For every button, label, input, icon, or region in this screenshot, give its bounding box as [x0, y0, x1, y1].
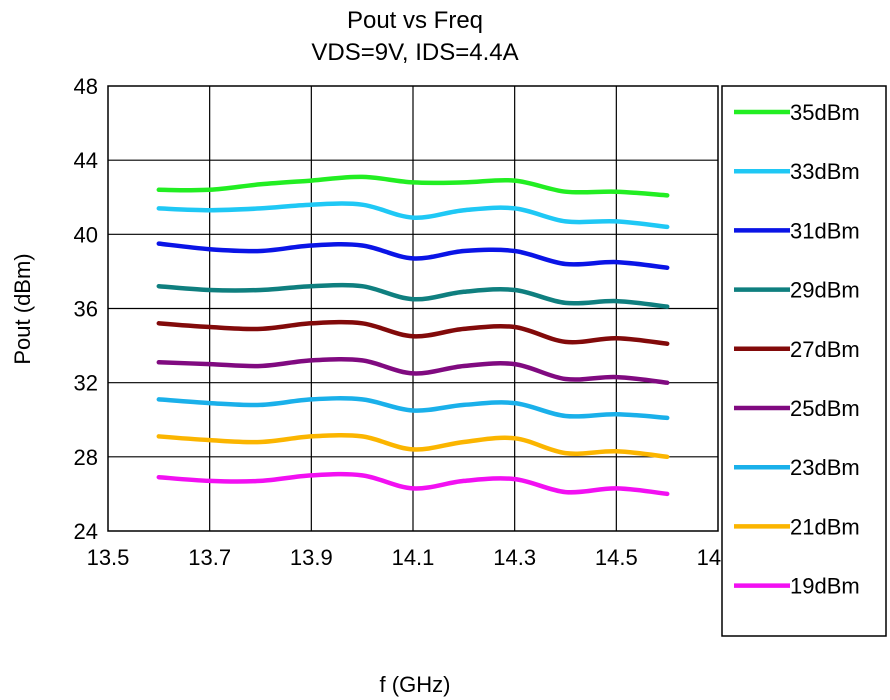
legend-label: 35dBm [790, 100, 860, 125]
y-tick-label: 32 [74, 371, 98, 396]
series-layer [156, 174, 670, 497]
legend-label: 23dBm [790, 455, 860, 480]
grid-lines [108, 86, 718, 531]
series-line-31dBm [156, 241, 670, 270]
plot-area-frame [107, 85, 719, 532]
legend-label: 21dBm [790, 514, 860, 539]
legend-label: 19dBm [790, 574, 860, 599]
legend-label: 25dBm [790, 396, 860, 421]
legend-label: 31dBm [790, 218, 860, 243]
series-line-29dBm [156, 282, 670, 309]
x-tick-label: 13.5 [87, 545, 130, 570]
y-axis-ticks: 24 28 32 36 40 44 48 [74, 74, 98, 544]
y-axis-label: Pout (dBm) [10, 253, 35, 364]
chart-subtitle: VDS=9V, IDS=4.4A [311, 39, 518, 66]
x-tick-label: 14.3 [493, 545, 536, 570]
series-line-25dBm [156, 356, 670, 385]
y-tick-label: 24 [74, 519, 98, 544]
x-axis-label: f (GHz) [380, 672, 451, 697]
legend: 35dBm 33dBm 31dBm 29dBm 27dBm 25dBm 23dBm 21dBm… [721, 85, 887, 637]
series-line-19dBm [156, 471, 670, 497]
x-tick-label: 13.7 [188, 545, 231, 570]
series-line-35dBm [156, 174, 670, 198]
x-axis-ticks: 13.5 13.7 13.9 14.1 14.3 14.5 14.7 [87, 545, 740, 570]
x-tick-label: 14.1 [392, 545, 435, 570]
y-tick-label: 48 [74, 74, 98, 99]
legend-box [721, 85, 887, 637]
legend-label: 33dBm [790, 159, 860, 184]
y-tick-label: 44 [74, 148, 98, 173]
x-tick-label: 14.5 [595, 545, 638, 570]
series-line-21dBm [156, 432, 670, 460]
y-tick-label: 36 [74, 297, 98, 322]
y-tick-label: 28 [74, 445, 98, 470]
legend-label: 27dBm [790, 337, 860, 362]
x-tick-label: 13.9 [290, 545, 333, 570]
series-line-27dBm [156, 319, 670, 346]
series-line-23dBm [156, 396, 670, 421]
legend-label: 29dBm [790, 278, 860, 303]
series-line-33dBm [156, 201, 670, 230]
y-tick-label: 40 [74, 222, 98, 247]
chart-title: Pout vs Freq [347, 7, 483, 34]
